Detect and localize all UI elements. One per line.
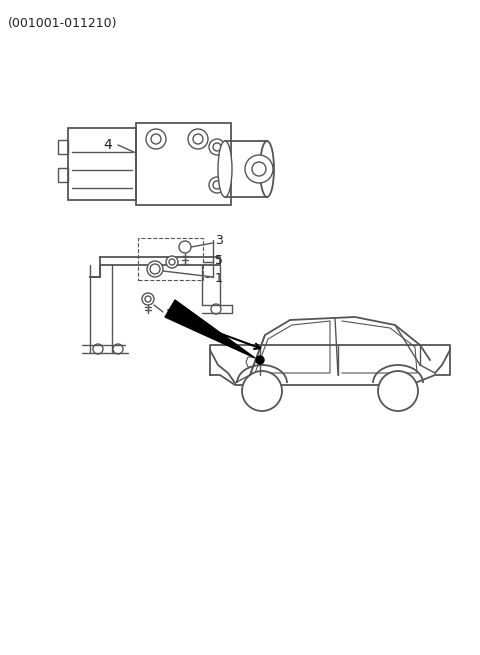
Circle shape	[169, 259, 175, 265]
Circle shape	[166, 256, 178, 268]
Text: 2: 2	[165, 309, 173, 322]
Text: (001001-011210): (001001-011210)	[8, 17, 118, 30]
Text: 3: 3	[215, 233, 223, 246]
Bar	[225, 141, 267, 197]
Bar	[58, 140, 68, 154]
Circle shape	[252, 381, 272, 401]
Circle shape	[242, 371, 282, 411]
Bar	[136, 123, 231, 205]
Circle shape	[245, 155, 273, 183]
Circle shape	[378, 371, 418, 411]
Circle shape	[252, 162, 266, 176]
Circle shape	[147, 261, 163, 277]
Circle shape	[179, 241, 191, 253]
Polygon shape	[165, 300, 255, 358]
Circle shape	[142, 293, 154, 305]
Text: 4: 4	[104, 138, 112, 152]
Circle shape	[256, 356, 264, 364]
Text: 5: 5	[215, 253, 223, 267]
Bar	[138, 238, 203, 280]
Bar	[68, 128, 136, 200]
Text: 1: 1	[215, 272, 223, 286]
Ellipse shape	[260, 141, 274, 197]
Bar	[58, 168, 68, 182]
Circle shape	[150, 264, 160, 274]
Ellipse shape	[218, 141, 232, 197]
Circle shape	[145, 296, 151, 302]
Circle shape	[388, 381, 408, 401]
